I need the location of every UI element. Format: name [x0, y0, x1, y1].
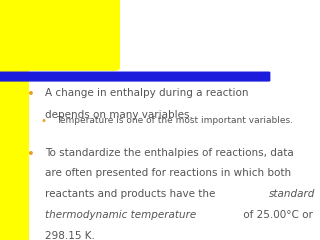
Text: •: •	[27, 88, 35, 101]
Text: •: •	[27, 148, 35, 161]
Bar	[0, 0, 29, 240]
Text: 298.15 K.: 298.15 K.	[45, 231, 95, 240]
Text: of 25.00°C or: of 25.00°C or	[240, 210, 313, 220]
Text: depends on many variables.: depends on many variables.	[45, 110, 193, 120]
Text: To standardize the enthalpies of reactions, data: To standardize the enthalpies of reactio…	[45, 148, 293, 158]
Text: reactants and products have the: reactants and products have the	[45, 189, 219, 199]
Text: Temperature is one of the most important variables.: Temperature is one of the most important…	[56, 116, 293, 125]
Text: are often presented for reactions in which both: are often presented for reactions in whi…	[45, 168, 291, 179]
Text: thermodynamic temperature: thermodynamic temperature	[45, 210, 196, 220]
FancyBboxPatch shape	[0, 0, 120, 71]
Text: standard: standard	[269, 189, 315, 199]
Text: •: •	[40, 116, 46, 126]
Text: A change in enthalpy during a reaction: A change in enthalpy during a reaction	[45, 88, 248, 98]
FancyBboxPatch shape	[0, 72, 270, 82]
